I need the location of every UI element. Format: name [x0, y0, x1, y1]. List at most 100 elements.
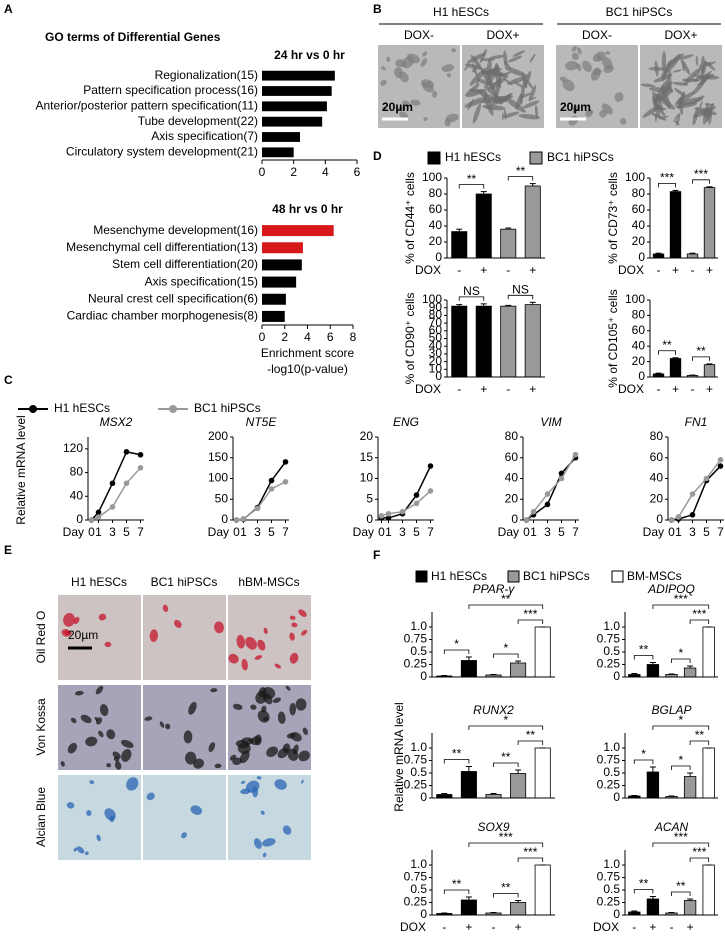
y-tick-label: 0.25	[404, 778, 428, 792]
bar	[262, 70, 335, 81]
bar	[460, 660, 477, 678]
significance-bracket	[507, 294, 534, 300]
photo-cell	[522, 100, 540, 109]
condition-label: DOX-	[404, 28, 434, 42]
photo-cell	[95, 685, 104, 695]
photo-cell	[250, 704, 257, 710]
y-tick-label: 0.25	[597, 895, 621, 909]
x-tick-label: +	[529, 263, 536, 277]
bar	[683, 776, 697, 799]
y-tick-label: 20	[429, 234, 443, 248]
x-axis-label: DOX	[415, 382, 441, 396]
significance-label: **	[695, 728, 705, 742]
photo-cell	[301, 779, 304, 784]
photo-cell	[70, 717, 77, 724]
photo-cell	[700, 55, 705, 75]
bar	[262, 259, 302, 271]
photo-cell	[162, 604, 169, 613]
bar	[683, 667, 697, 678]
photo-cell	[480, 68, 495, 90]
x-tick-label: +	[480, 382, 487, 396]
y-tick-label: 100	[625, 292, 645, 306]
series-line	[671, 465, 722, 521]
x-tick-label: 7	[572, 525, 579, 539]
photo-cell	[702, 70, 713, 78]
photo-cell	[601, 103, 613, 115]
photo-cell	[502, 111, 520, 118]
y-tick-label: 0.75	[597, 632, 621, 646]
photo-cell	[501, 96, 512, 102]
y-tick-label: 0.5	[603, 882, 620, 896]
photo-cell	[472, 103, 482, 124]
series-marker	[427, 488, 434, 494]
photo-cell	[214, 621, 225, 634]
photo-cell	[66, 802, 75, 809]
photo-cell	[664, 90, 674, 98]
y-tick-label: 0.75	[597, 753, 621, 767]
x-tick-label: +	[706, 382, 713, 396]
y-tick-label: 40	[632, 338, 646, 352]
significance-label: ***	[499, 830, 513, 844]
x-tick-label: 3	[109, 525, 116, 539]
significance-bracket	[468, 604, 544, 609]
bar	[500, 305, 517, 378]
series-marker	[268, 477, 275, 484]
photo-cell	[193, 758, 204, 769]
y-tick-label: 0	[613, 669, 620, 683]
y-tick-label: 0.5	[410, 644, 427, 658]
y-tick-label: 80	[70, 465, 84, 479]
photo-cell	[236, 634, 245, 649]
y-axis-label: % of CD105⁺ cells	[606, 289, 620, 387]
significance-label: ***	[692, 845, 706, 859]
significance-label: **	[501, 750, 511, 764]
photo-cell	[699, 100, 703, 109]
photo-cell	[298, 609, 307, 617]
photo-cell	[559, 76, 567, 82]
y-tick-label: 50	[429, 331, 443, 345]
photo-cell	[183, 730, 193, 744]
photo-cell	[208, 742, 216, 753]
series-marker	[282, 459, 289, 465]
row-label: Alcian Blue	[34, 787, 48, 847]
y-tick-label: 0	[656, 512, 663, 526]
significance-bracket	[443, 759, 470, 764]
x-tick-label: -	[506, 263, 510, 277]
x-tick-label: 2	[281, 330, 288, 344]
photo-cell	[61, 628, 71, 637]
significance-bracket	[692, 179, 710, 184]
series-marker	[233, 517, 240, 523]
bar	[262, 86, 332, 96]
significance-label: **	[452, 877, 462, 891]
photo-cell	[619, 117, 627, 125]
category-label: Regionalization(15)	[155, 68, 258, 82]
y-tick-label: 100	[208, 471, 228, 485]
y-tick-label: 0	[221, 512, 228, 526]
photo-cell	[245, 636, 257, 650]
category-label: Circulatory system development(21)	[66, 145, 258, 159]
photo-cell	[86, 810, 92, 816]
y-tick-label: 1.0	[603, 740, 620, 754]
y-tick-label: 10	[429, 361, 443, 375]
photo-cell	[661, 51, 667, 71]
photo-cell	[593, 68, 602, 76]
bar	[510, 662, 527, 678]
bar	[702, 626, 715, 678]
series-marker	[137, 451, 144, 458]
x-tick-label: 1	[95, 525, 102, 539]
x-tick-label: 3	[254, 525, 261, 539]
y-tick-label: 200	[208, 429, 228, 443]
y-tick-label: 0	[638, 369, 645, 383]
photo-cell	[272, 697, 281, 703]
photo-cell	[654, 113, 657, 123]
x-axis-label: Day	[208, 525, 229, 539]
photo-cell	[503, 50, 508, 68]
y-tick-label: 40	[429, 338, 443, 352]
category-label: Tube development(22)	[138, 114, 258, 128]
photo-cell	[266, 746, 278, 757]
y-tick-label: 1.0	[603, 619, 620, 633]
series-marker	[572, 451, 579, 458]
x-tick-label: 0	[378, 525, 385, 539]
photo-cell	[518, 114, 541, 120]
series-marker	[109, 480, 116, 487]
group-label: BC1 hiPSCs	[606, 5, 673, 19]
